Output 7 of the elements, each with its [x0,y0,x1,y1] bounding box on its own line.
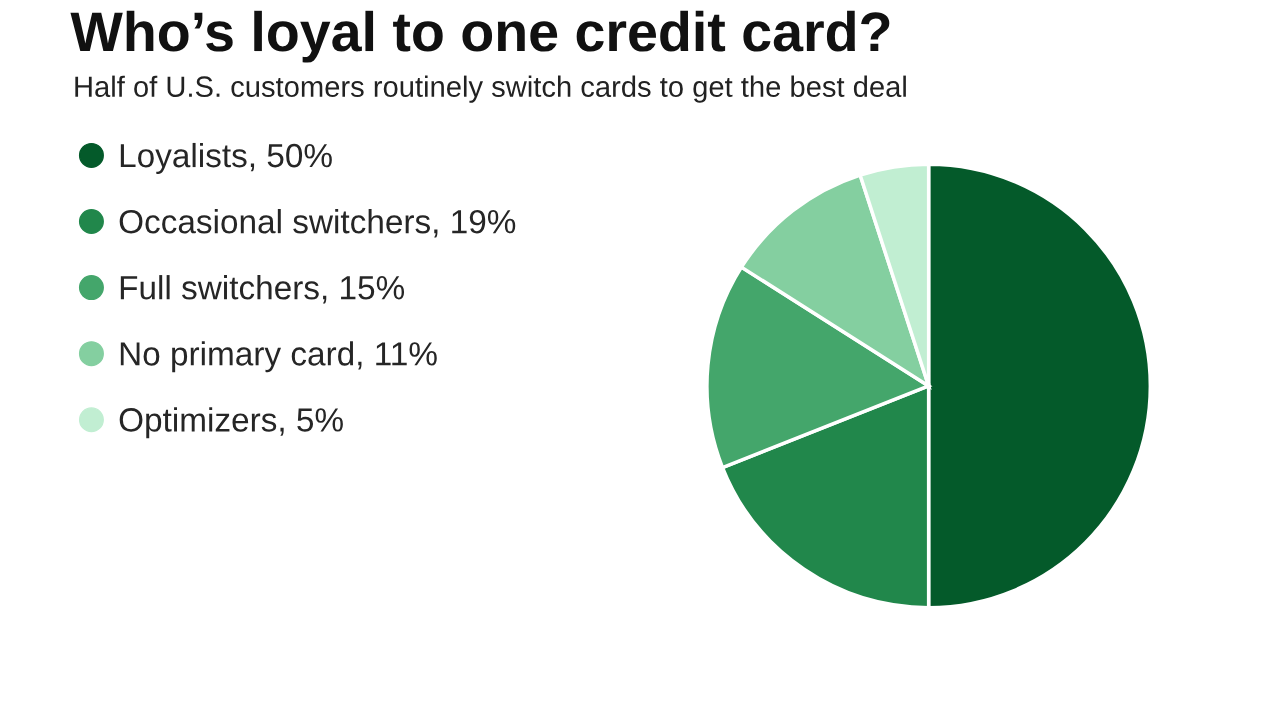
legend-label: Occasional switchers, 19% [119,209,516,238]
chart-subtitle: Half of U.S. customers routinely switch cards to get the best deal [75,75,906,103]
legend-label: Optimizers, 5% [119,407,343,439]
chart-title: Who’s loyal to one credit card? [70,10,890,63]
legend-label: Full switchers, 15% [120,275,405,304]
legend-label: Loyalists, 50% [120,142,332,175]
legend-label: No primary card, 11% [120,341,437,373]
